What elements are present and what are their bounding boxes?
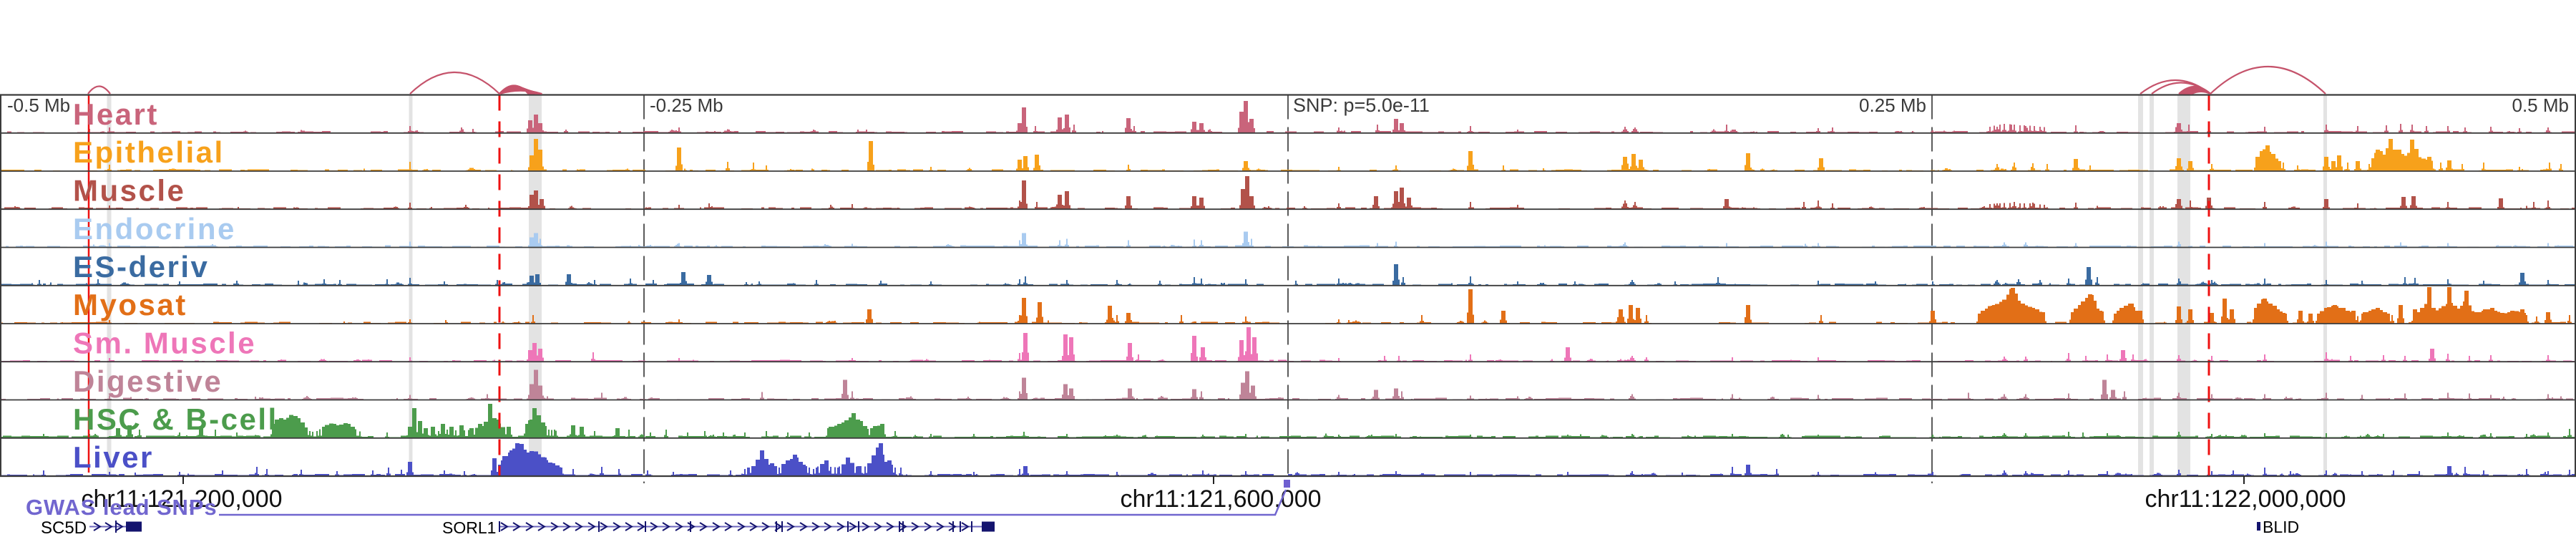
- svg-text:Heart: Heart: [73, 97, 159, 131]
- svg-text:chr11:121,200,000: chr11:121,200,000: [81, 485, 282, 513]
- svg-text:SORL1: SORL1: [442, 518, 496, 537]
- svg-text:chr11:121,600,000: chr11:121,600,000: [1120, 485, 1321, 513]
- svg-text:Epithelial: Epithelial: [73, 135, 225, 169]
- svg-text:chr11:122,000,000: chr11:122,000,000: [2145, 485, 2346, 513]
- svg-text:Sm. Muscle: Sm. Muscle: [73, 326, 256, 360]
- svg-text:GWAS lead SNPs: GWAS lead SNPs: [26, 495, 218, 520]
- svg-text:ES-deriv: ES-deriv: [73, 250, 209, 284]
- svg-text:Myosat: Myosat: [73, 288, 187, 321]
- svg-text:SNP: p=5.0e-11: SNP: p=5.0e-11: [1293, 95, 1430, 116]
- svg-text:SC5D: SC5D: [41, 518, 87, 537]
- svg-text:Endocrine: Endocrine: [73, 212, 236, 246]
- svg-text:BLID: BLID: [2263, 518, 2299, 536]
- svg-text:-0.25 Mb: -0.25 Mb: [650, 95, 723, 116]
- svg-text:0.5 Mb: 0.5 Mb: [2512, 95, 2570, 116]
- svg-text:HSC & B-cell: HSC & B-cell: [73, 402, 278, 436]
- svg-text:-0.5 Mb: -0.5 Mb: [7, 95, 70, 116]
- svg-text:Liver: Liver: [73, 440, 154, 474]
- svg-text:0.25 Mb: 0.25 Mb: [1859, 95, 1926, 116]
- svg-text:Digestive: Digestive: [73, 364, 223, 398]
- svg-text:Muscle: Muscle: [73, 174, 185, 208]
